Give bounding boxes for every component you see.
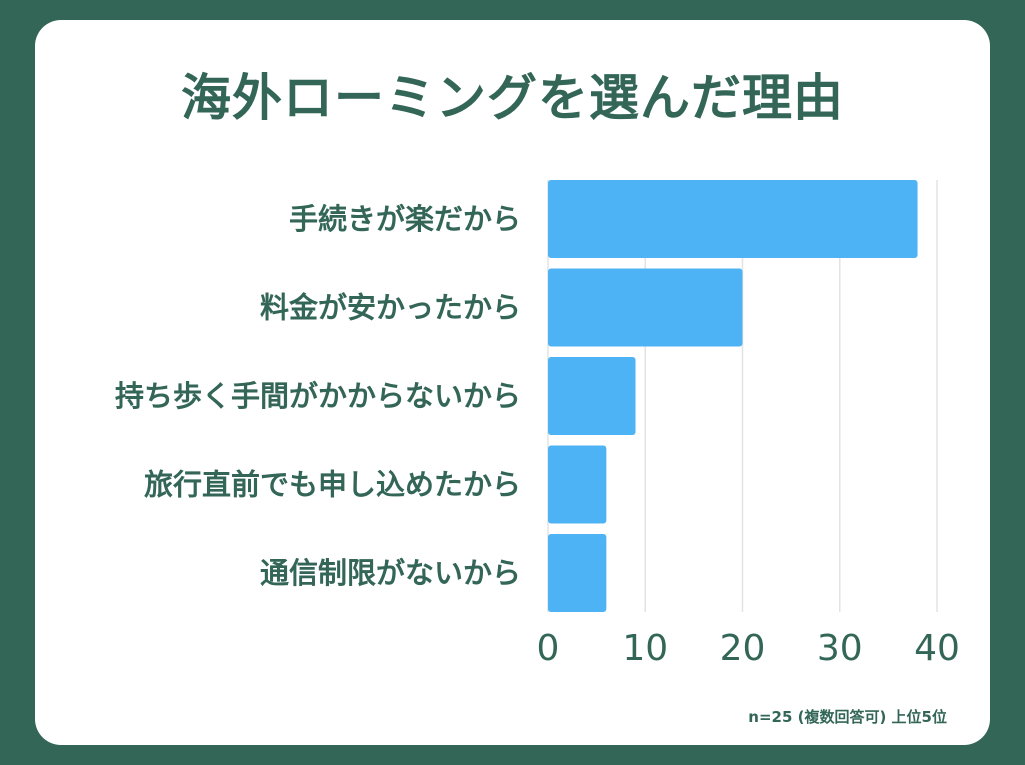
chart-title: 海外ローミングを選んだ理由 xyxy=(181,69,844,127)
bar-1 xyxy=(548,180,918,258)
bar-2 xyxy=(548,268,743,347)
x-tick-label: 40 xyxy=(914,628,960,669)
chart-card xyxy=(35,20,990,745)
category-label: 料金が安かったから xyxy=(260,291,521,325)
category-labels: 手続きが楽だから料金が安かったから持ち歩く手間がかからないから旅行直前でも申し込… xyxy=(115,202,521,590)
x-tick-label: 20 xyxy=(720,628,766,669)
category-label: 旅行直前でも申し込めたから xyxy=(144,468,521,502)
bars xyxy=(548,180,918,612)
category-label: 持ち歩く手間がかからないから xyxy=(115,379,521,413)
x-tick-label: 0 xyxy=(537,628,560,669)
bar-5 xyxy=(548,534,607,612)
bar-4 xyxy=(548,445,607,524)
sample-size-note: n=25 (複数回答可) 上位5位 xyxy=(748,708,947,726)
category-label: 手続きが楽だから xyxy=(289,202,521,236)
x-axis-ticks: 0 10 20 30 40 xyxy=(537,628,960,669)
x-tick-label: 10 xyxy=(622,628,668,669)
category-label: 通信制限がないから xyxy=(260,556,521,590)
bar-3 xyxy=(548,357,636,435)
x-tick-label: 30 xyxy=(817,628,863,669)
